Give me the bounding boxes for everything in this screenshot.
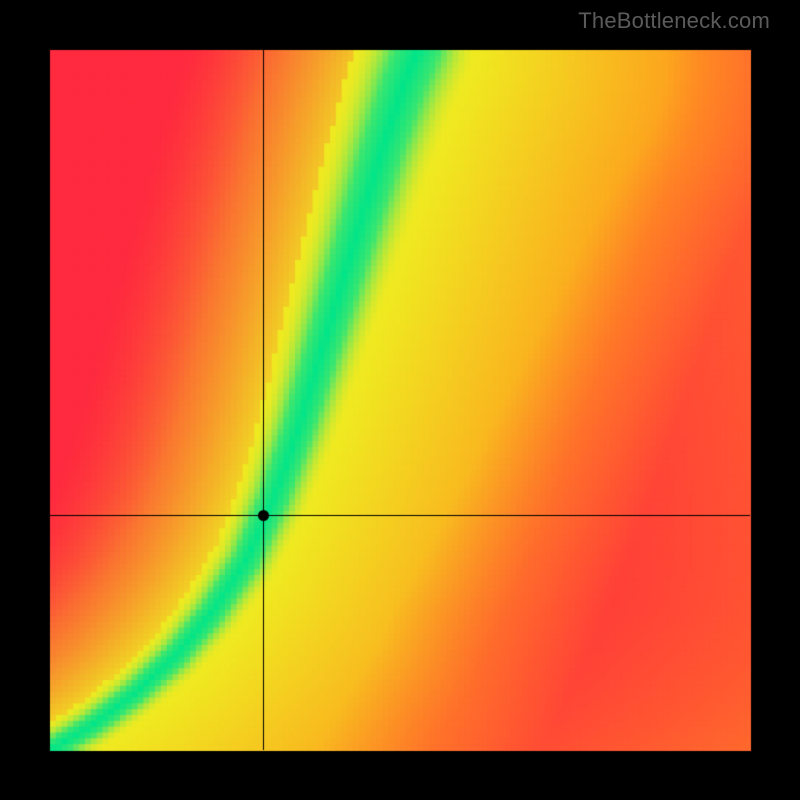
chart-container: TheBottleneck.com xyxy=(0,0,800,800)
watermark-text: TheBottleneck.com xyxy=(578,8,770,34)
bottleneck-heatmap xyxy=(0,0,800,800)
